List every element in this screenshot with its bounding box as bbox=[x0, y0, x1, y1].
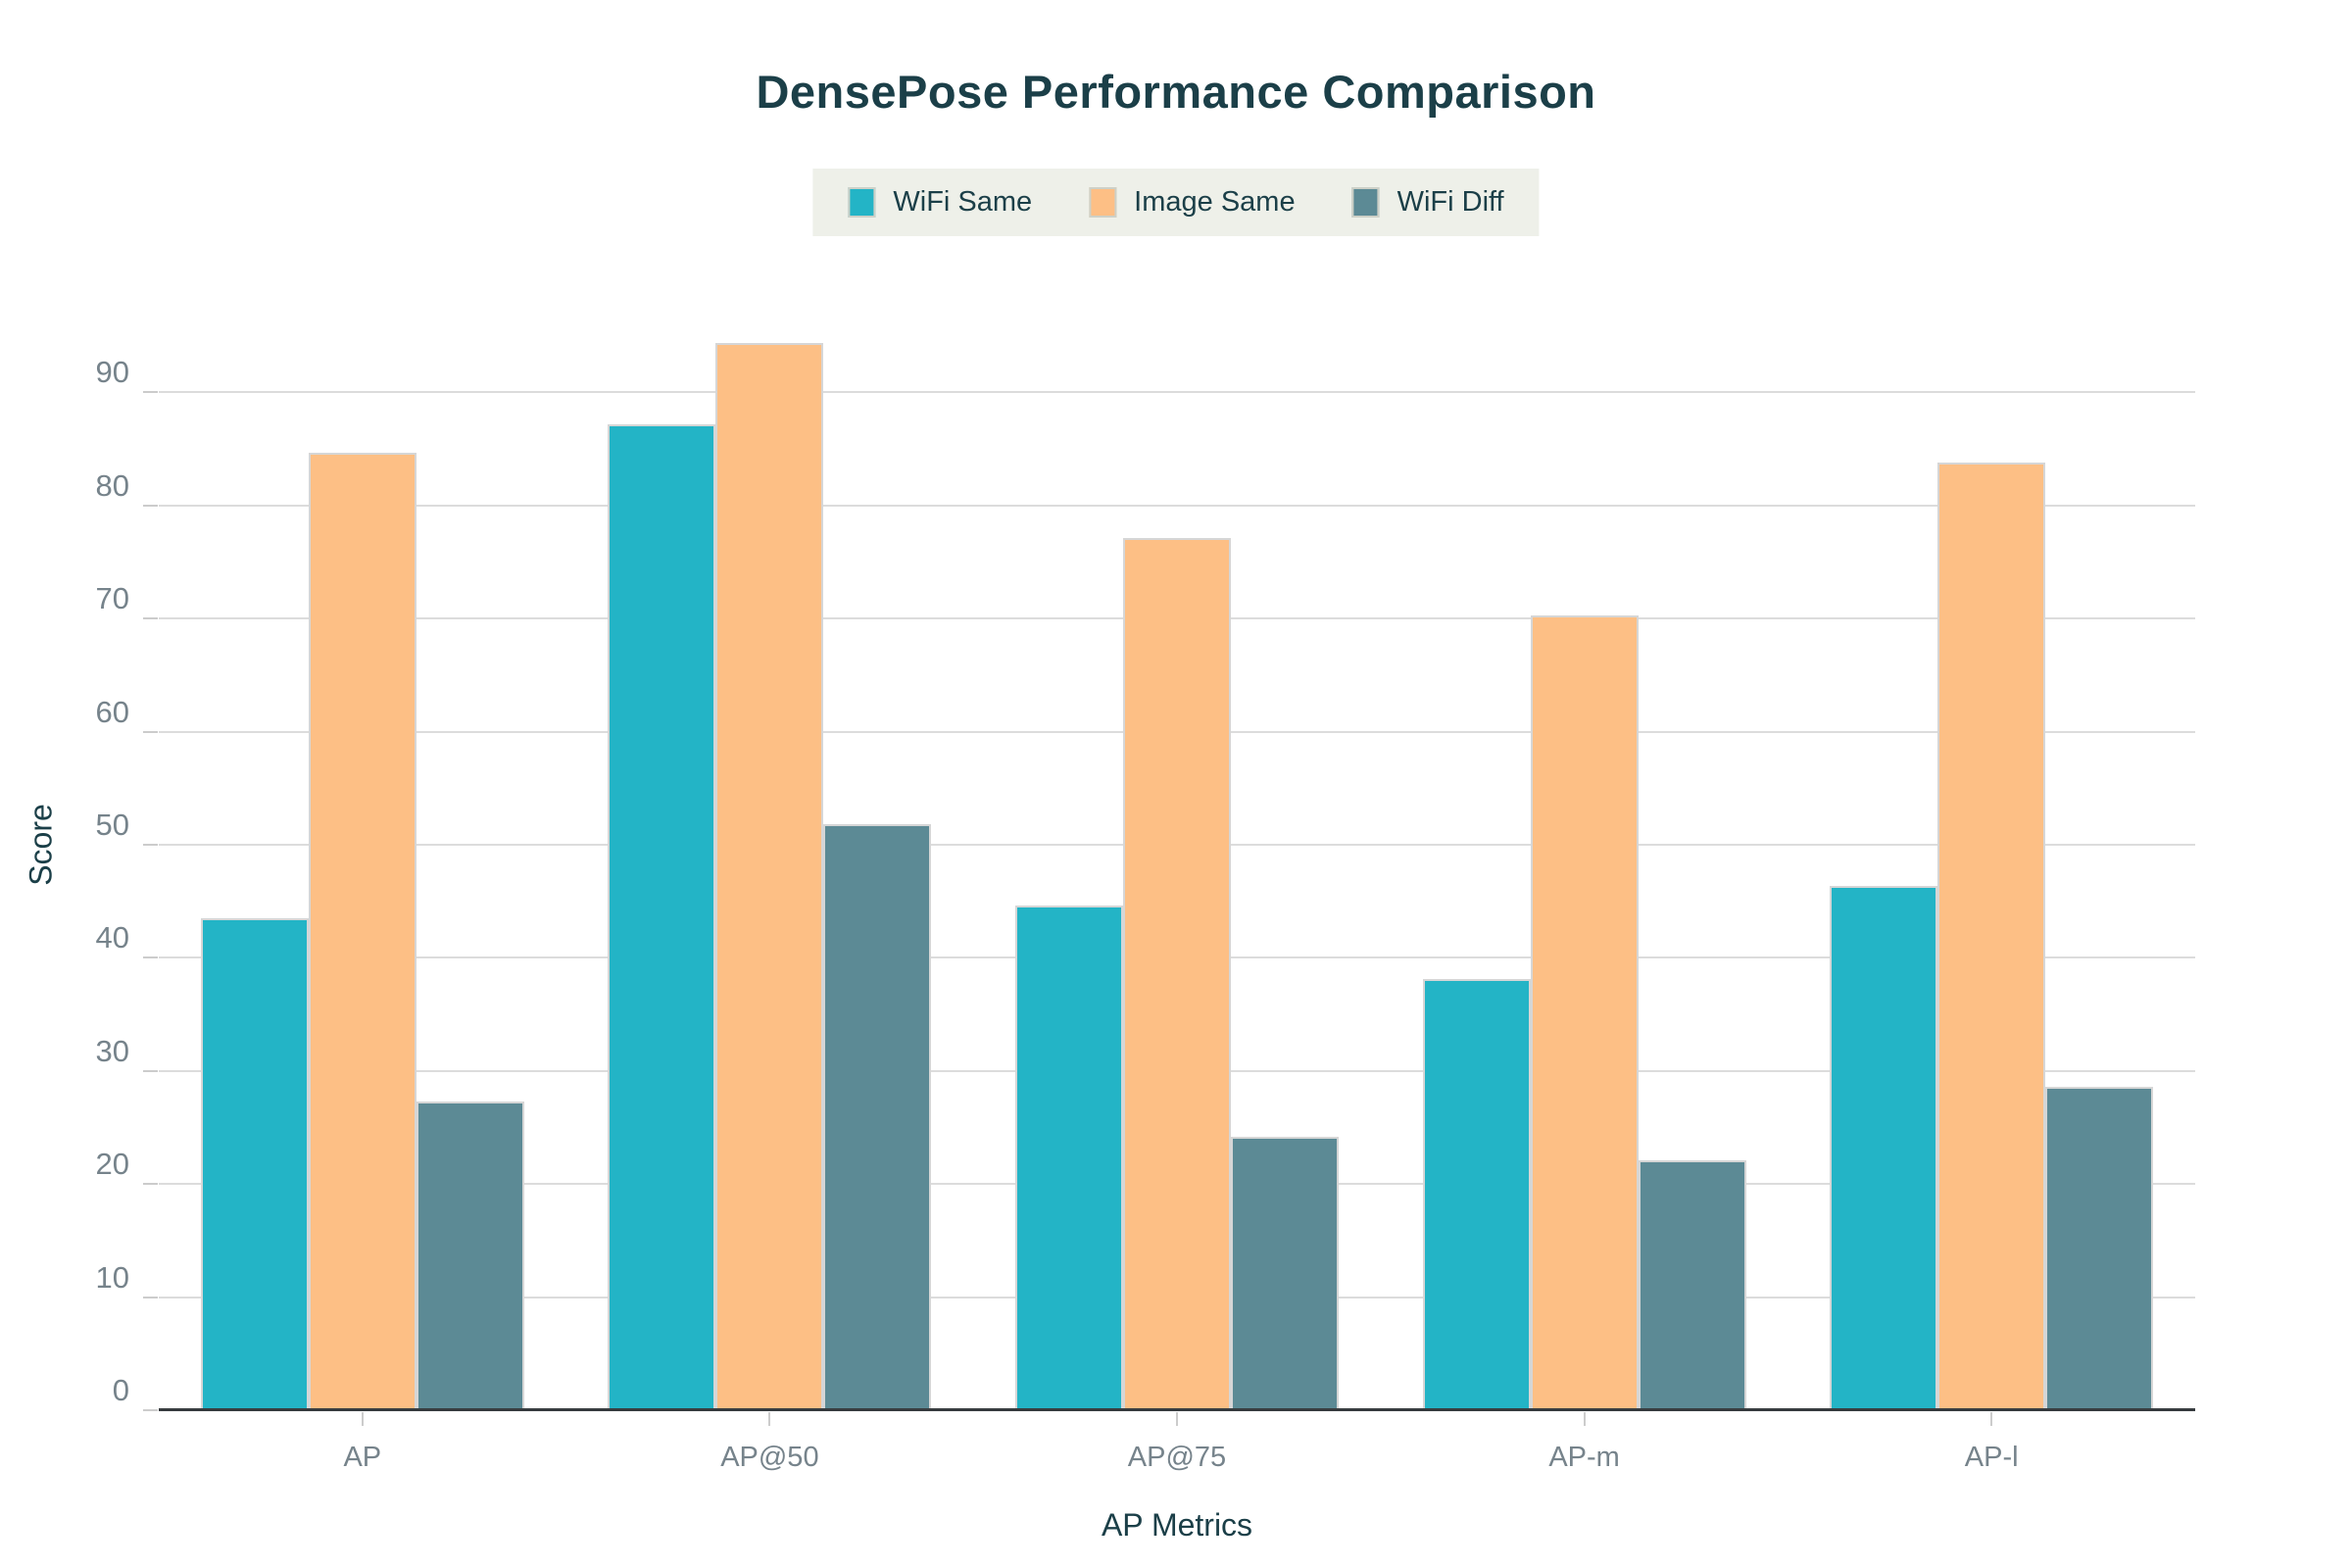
y-tick-mark bbox=[143, 617, 158, 620]
chart-title: DensePose Performance Comparison bbox=[756, 66, 1596, 118]
x-tick-mark bbox=[1990, 1412, 1993, 1426]
y-tick-mark bbox=[143, 844, 158, 846]
bar-wifi-diff-ap bbox=[416, 1101, 524, 1410]
legend-label-wifi-same: WiFi Same bbox=[893, 186, 1033, 218]
bar-image-same-ap-50 bbox=[715, 342, 824, 1410]
legend-label-image-same: Image Same bbox=[1134, 186, 1296, 218]
y-tick-label-10: 10 bbox=[95, 1259, 129, 1295]
y-tick-label-40: 40 bbox=[95, 920, 129, 956]
y-tick-mark bbox=[143, 1296, 158, 1298]
bar-wifi-diff-ap-75 bbox=[1231, 1136, 1339, 1410]
x-tick-mark bbox=[1583, 1412, 1586, 1426]
bar-wifi-same-ap-l bbox=[1830, 885, 1938, 1410]
legend-label-wifi-diff: WiFi Diff bbox=[1396, 186, 1504, 218]
bar-wifi-same-ap-m bbox=[1422, 979, 1531, 1410]
plot-area: 0 10 20 30 40 50 60 70 80 90 AP AP@50 AP@75 AP-m AP-l bbox=[96, 279, 2195, 1473]
legend-item-wifi-diff: WiFi Diff bbox=[1351, 186, 1504, 219]
legend-swatch-wifi-diff bbox=[1351, 187, 1380, 218]
bar-image-same-ap bbox=[308, 452, 416, 1410]
x-tick-label-ap-l: AP-l bbox=[1964, 1442, 2019, 1473]
bar-image-same-ap-75 bbox=[1123, 538, 1231, 1410]
legend-item-wifi-same: WiFi Same bbox=[848, 186, 1032, 219]
y-tick-label-0: 0 bbox=[112, 1373, 129, 1407]
legend: WiFi Same Image Same WiFi Diff bbox=[812, 169, 1540, 236]
legend-swatch-wifi-same bbox=[848, 187, 876, 218]
legend-swatch-image-same bbox=[1089, 187, 1117, 218]
bar-wifi-same-ap-75 bbox=[1015, 906, 1123, 1410]
y-tick-label-80: 80 bbox=[95, 467, 129, 503]
y-tick-mark bbox=[143, 1183, 158, 1186]
y-tick-mark bbox=[143, 956, 158, 959]
bar-image-same-ap-m bbox=[1530, 614, 1639, 1410]
y-tick-label-70: 70 bbox=[95, 581, 129, 616]
y-tick-label-50: 50 bbox=[95, 808, 129, 842]
y-tick-mark bbox=[143, 1069, 158, 1072]
y-tick-mark bbox=[143, 504, 158, 507]
x-axis-line bbox=[159, 1408, 2195, 1411]
x-tick-label-ap: AP bbox=[343, 1442, 382, 1473]
y-tick-label-90: 90 bbox=[95, 355, 129, 390]
y-tick-mark bbox=[143, 391, 158, 394]
x-tick-mark bbox=[768, 1412, 771, 1426]
gridline-y-80 bbox=[159, 504, 2195, 507]
y-tick-label-60: 60 bbox=[95, 694, 129, 729]
x-tick-mark bbox=[1176, 1412, 1178, 1426]
bar-wifi-diff-ap-m bbox=[1638, 1159, 1746, 1410]
y-tick-label-30: 30 bbox=[95, 1033, 129, 1068]
x-tick-label-ap-75: AP@75 bbox=[1127, 1442, 1227, 1473]
bar-wifi-same-ap bbox=[200, 918, 309, 1410]
bar-image-same-ap-l bbox=[1937, 462, 2046, 1410]
y-tick-mark bbox=[143, 1409, 158, 1411]
bar-wifi-diff-ap-50 bbox=[823, 824, 932, 1410]
x-axis-title: AP Metrics bbox=[1101, 1507, 1253, 1543]
gridline-y-90 bbox=[159, 391, 2195, 394]
y-tick-label-20: 20 bbox=[95, 1147, 129, 1182]
y-tick-mark bbox=[143, 730, 158, 733]
bar-wifi-same-ap-50 bbox=[608, 423, 716, 1410]
x-tick-label-ap-50: AP@50 bbox=[720, 1442, 819, 1473]
legend-item-image-same: Image Same bbox=[1089, 186, 1296, 219]
x-tick-mark bbox=[361, 1412, 364, 1426]
bar-wifi-diff-ap-l bbox=[2045, 1086, 2154, 1410]
x-tick-label-ap-m: AP-m bbox=[1548, 1442, 1620, 1473]
